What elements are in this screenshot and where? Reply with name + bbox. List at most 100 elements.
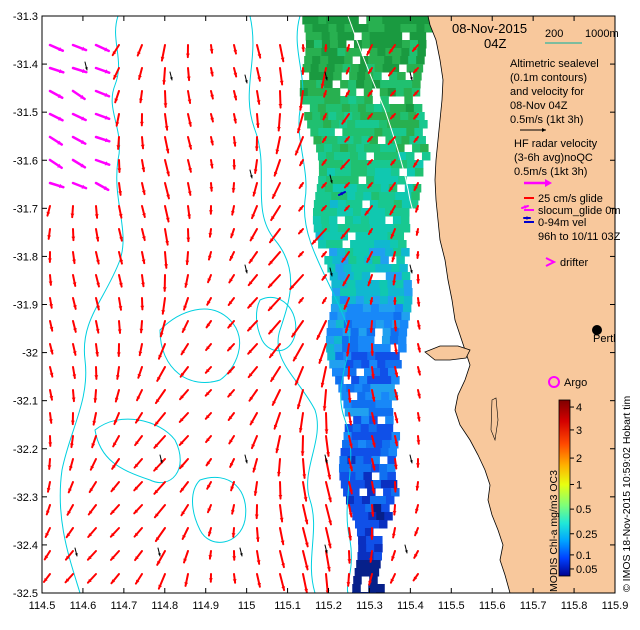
legend-altimetric-line-3: and velocity for: [510, 86, 584, 98]
velocity-arrow: [209, 44, 214, 54]
chl-pixel: [343, 432, 353, 441]
chl-pixel: [380, 480, 390, 489]
chl-pixel: [388, 144, 397, 153]
velocity-arrow: [409, 264, 413, 274]
chl-pixel: [358, 240, 367, 249]
chl-pixel: [376, 512, 385, 521]
chl-pixel: [348, 80, 357, 89]
plot-area: Perth: [42, 16, 615, 593]
velocity-arrow: [187, 113, 192, 127]
velocity-arrow: [164, 228, 169, 246]
velocity-arrow: [416, 412, 421, 422]
velocity-arrow: [298, 297, 304, 304]
chl-pixel: [393, 40, 403, 49]
chl-pixel: [363, 456, 372, 465]
chl-pixel: [345, 48, 354, 57]
velocity-arrow: [153, 504, 166, 519]
velocity-arrow: [159, 320, 166, 338]
chl-pixel: [404, 96, 413, 105]
chl-pixel: [318, 168, 328, 177]
velocity-arrow: [48, 89, 64, 100]
velocity-arrow: [162, 67, 167, 85]
velocity-arrow: [247, 274, 258, 287]
velocity-arrow: [301, 44, 306, 52]
chl-pixel: [362, 304, 372, 313]
velocity-arrow: [279, 527, 285, 546]
chl-pixel: [383, 432, 393, 441]
velocity-arrow: [139, 113, 144, 127]
velocity-arrow: [302, 481, 308, 502]
velocity-arrow: [324, 454, 328, 464]
chl-pixel: [384, 24, 393, 33]
velocity-arrow: [415, 205, 419, 213]
chl-pixel: [403, 120, 412, 129]
velocity-arrow: [323, 44, 328, 52]
velocity-arrow: [70, 435, 74, 449]
chl-pixel: [361, 224, 371, 233]
chl-pixel: [326, 168, 336, 177]
velocity-arrow: [232, 573, 237, 584]
chl-pixel: [409, 40, 419, 49]
chl-pixel: [362, 464, 372, 473]
velocity-arrow: [271, 389, 281, 406]
chl-pixel: [401, 312, 410, 321]
isobath-line: [347, 16, 431, 281]
velocity-arrow: [415, 228, 420, 236]
velocity-arrow: [49, 366, 54, 378]
velocity-arrow: [48, 158, 63, 170]
velocity-arrow: [267, 297, 281, 312]
chl-pixel: [374, 64, 384, 73]
chl-pixel: [380, 288, 389, 297]
chl-pixel: [365, 72, 374, 81]
velocity-arrow: [294, 136, 304, 156]
chl-pixel: [369, 248, 378, 257]
chl-pixel: [379, 280, 388, 289]
chl-pixel: [382, 344, 391, 353]
chl-pixel: [372, 256, 381, 265]
chl-pixel: [334, 344, 343, 353]
chl-pixel: [357, 552, 366, 561]
chl-pixel: [342, 16, 351, 25]
velocity-arrow: [48, 435, 53, 447]
chl-pixel: [350, 128, 359, 137]
chl-pixel: [360, 424, 370, 433]
chl-pixel: [371, 368, 381, 377]
chl-pixel: [414, 160, 424, 169]
chl-pixel: [336, 208, 346, 217]
chl-pixel: [382, 168, 392, 177]
velocity-arrow: [252, 182, 258, 197]
velocity-arrow: [210, 136, 214, 146]
chl-pixel: [408, 56, 417, 65]
velocity-arrow: [94, 43, 110, 53]
chl-pixel: [337, 312, 346, 321]
velocity-arrow: [273, 159, 281, 177]
chl-pixel: [342, 168, 352, 177]
chl-pixel: [323, 232, 333, 241]
chl-pixel: [304, 112, 313, 121]
velocity-arrow: [44, 527, 51, 538]
legend-hf-line-2: (3-6h avg)noQC: [514, 152, 593, 164]
velocity-arrow: [321, 159, 327, 166]
chl-pixel: [420, 144, 429, 153]
chl-pixel: [379, 120, 388, 129]
y-tick-label: -31.7: [13, 203, 38, 215]
chl-pixel: [391, 352, 400, 361]
velocity-arrow: [227, 343, 235, 352]
chl-pixel: [365, 104, 375, 113]
chl-pixel: [356, 184, 366, 193]
chl-pixel: [400, 216, 410, 225]
velocity-arrow: [296, 113, 304, 134]
chl-pixel: [348, 288, 357, 297]
chl-pixel: [334, 176, 343, 185]
velocity-arrow: [204, 412, 212, 420]
velocity-arrow: [179, 389, 189, 401]
chl-pixel: [355, 456, 364, 465]
chl-pixel: [376, 208, 386, 217]
velocity-arrow: [133, 481, 143, 492]
x-tick-label: 115.7: [520, 600, 547, 612]
velocity-arrow: [110, 504, 120, 515]
velocity-arrow: [231, 527, 236, 538]
velocity-arrow: [160, 44, 166, 62]
chl-pixel: [383, 488, 392, 497]
velocity-arrow: [95, 251, 100, 265]
